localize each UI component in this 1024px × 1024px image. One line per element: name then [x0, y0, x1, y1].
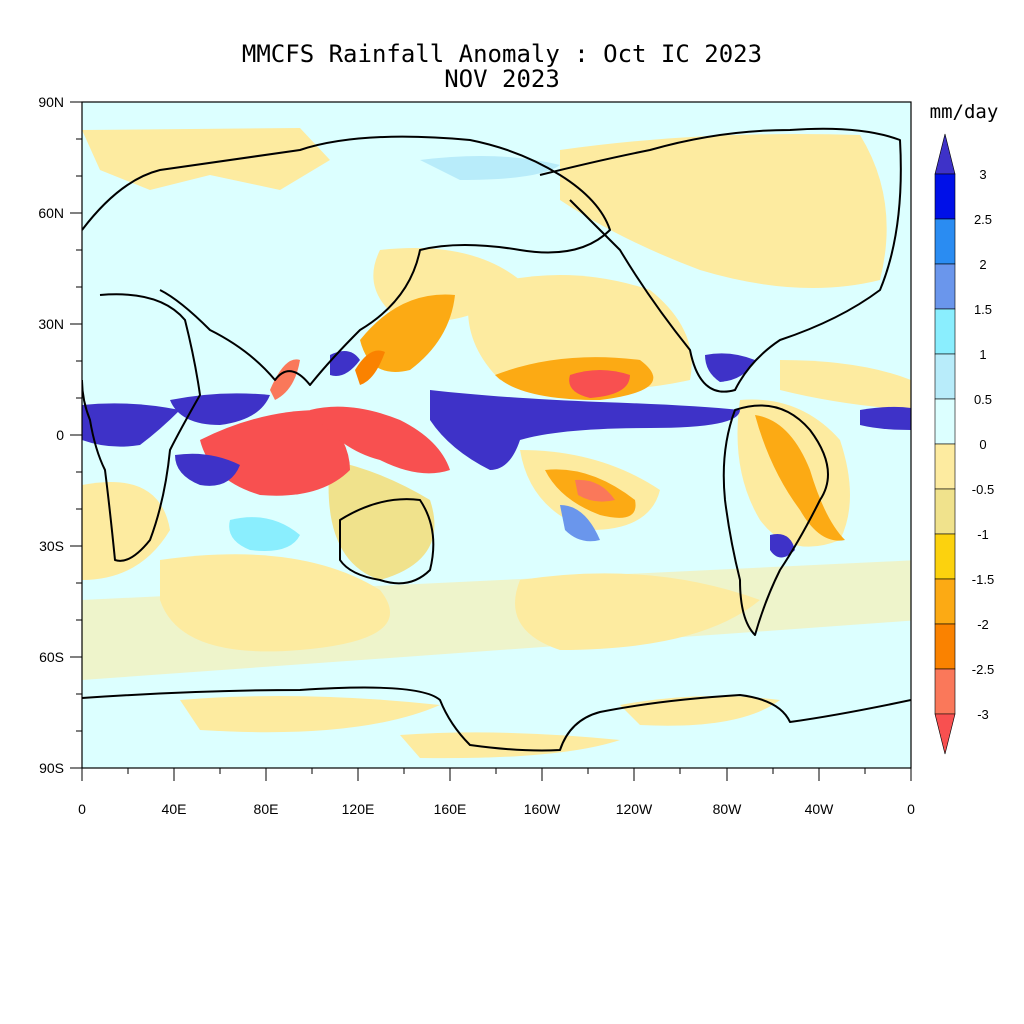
x-tick-label: 40W: [805, 801, 835, 817]
y-tick-label: 30N: [38, 316, 64, 332]
colorbar-swatch: [934, 488, 956, 535]
x-axis: 0 40E 80E 120E 160E 160W 120W 80W 40W 0: [78, 768, 915, 817]
page-subtitle: NOV 2023: [444, 65, 560, 93]
colorbar-swatch: [934, 713, 956, 755]
strong-dry-anomalies: [200, 294, 845, 541]
coastline-south-america: [722, 404, 829, 636]
x-tick-label: 80E: [254, 801, 279, 817]
colorbar-label: 2: [979, 257, 986, 272]
colorbar-label: -1.5: [972, 572, 994, 587]
y-tick-label: 60S: [39, 649, 64, 665]
x-tick-label: 0: [907, 801, 915, 817]
y-tick-label: 60N: [38, 205, 64, 221]
colorbar-swatch: [934, 263, 956, 310]
colorbar-swatch: [934, 353, 956, 400]
colorbar-label: 3: [979, 167, 986, 182]
x-tick-label: 160W: [524, 801, 561, 817]
y-tick-label: 90S: [39, 760, 64, 776]
colorbar-swatch: [934, 308, 956, 355]
x-tick-label: 120E: [342, 801, 375, 817]
colorbar-unit: mm/day: [930, 101, 999, 123]
colorbar-swatch: [934, 533, 956, 580]
colorbar-label: 1.5: [974, 302, 992, 317]
colorbar-label: 0.5: [974, 392, 992, 407]
colorbar-label: -0.5: [972, 482, 994, 497]
wet-regions: [82, 156, 911, 558]
dry-regions: [82, 128, 911, 759]
colorbar-labels: 3 2.5 2 1.5 1 0.5 0 -0.5 -1 -1.5 -2 -2.5…: [972, 167, 994, 722]
x-tick-label: 80W: [713, 801, 743, 817]
y-tick-label: 90N: [38, 94, 64, 110]
x-tick-label: 160E: [434, 801, 467, 817]
coastline-australia: [339, 498, 435, 585]
colorbar: mm/day 3 2.5 2 1.5 1 0.5 0 -0.5 -1 -1.5 …: [930, 101, 999, 755]
y-axis: 90N 60N 30N 0 30S 60S 90S: [38, 94, 82, 776]
x-tick-label: 120W: [616, 801, 653, 817]
colorbar-swatch: [934, 443, 956, 490]
coastline-antarctica: [82, 686, 911, 752]
colorbar-label: -2.5: [972, 662, 994, 677]
colorbar-swatch: [934, 173, 956, 220]
colorbar-swatch: [934, 623, 956, 670]
coastline-eurasia: [82, 135, 611, 386]
colorbar-label: 0: [979, 437, 986, 452]
colorbar-label: -3: [977, 707, 989, 722]
colorbar-label: -2: [977, 617, 989, 632]
colorbar-swatch: [934, 398, 956, 445]
colorbar-label: -1: [977, 527, 989, 542]
colorbar-label: 1: [979, 347, 986, 362]
colorbar-swatch: [934, 578, 956, 625]
anomaly-field: [82, 102, 911, 768]
coastline-north-america: [539, 127, 902, 393]
colorbar-swatch: [934, 133, 956, 175]
y-tick-label: 30S: [39, 538, 64, 554]
x-tick-label: 0: [78, 801, 86, 817]
x-tick-label: 40E: [162, 801, 187, 817]
y-tick-label: 0: [56, 427, 64, 443]
colorbar-swatches: [934, 133, 956, 755]
page-title: MMCFS Rainfall Anomaly : Oct IC 2023: [241, 40, 763, 68]
coastline-africa: [82, 293, 201, 562]
colorbar-label: 2.5: [974, 212, 992, 227]
colorbar-swatch: [934, 668, 956, 715]
coastlines: [82, 127, 911, 752]
colorbar-swatch: [934, 218, 956, 265]
